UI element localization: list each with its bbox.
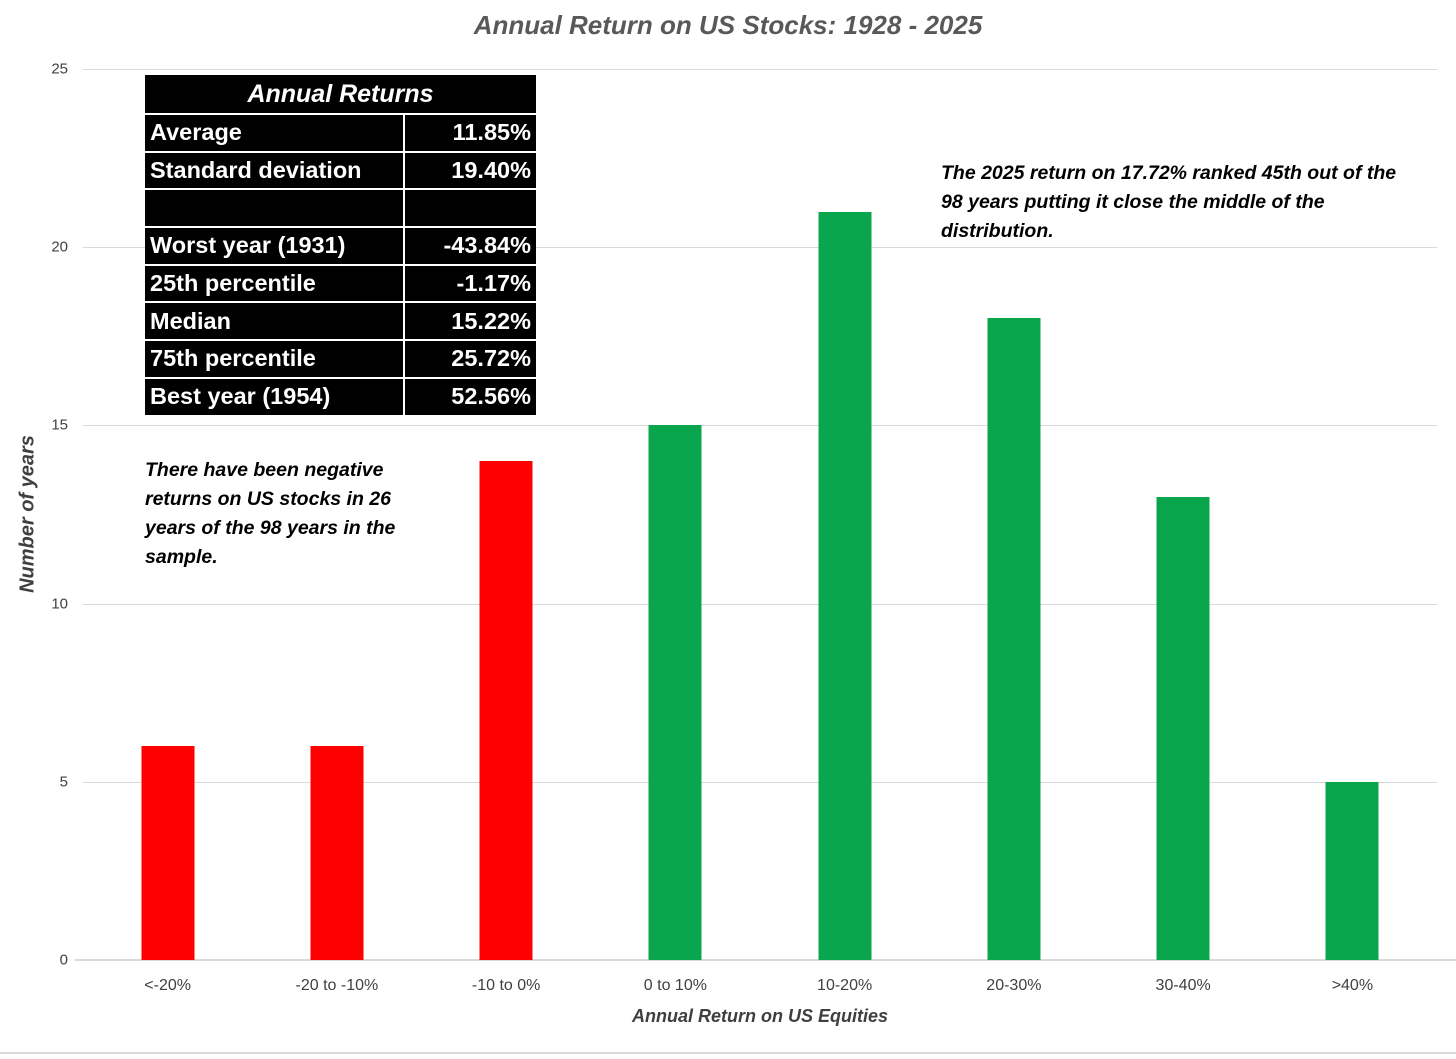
y-tick-label: 5 [59,773,68,791]
gridline [83,781,1437,783]
annotation-negative-years: There have been negative returns on US s… [145,459,396,568]
table-row: Median 15.22% [145,301,536,340]
x-category-label: 10-20% [817,977,873,994]
table-row-value: 19.40% [403,152,536,189]
bar-<-20% [141,746,195,960]
stats-table-rows: Average 11.85% Standard deviation 19.40% Wor… [145,113,536,415]
table-row-label: 25th percentile [150,270,316,297]
x-category-label: 30-40% [1155,977,1211,994]
gridline [83,425,1437,427]
x-axis-line [75,959,1456,961]
x-category-label: -10 to 0% [471,977,541,994]
table-row-value: 52.56% [403,378,536,415]
table-row-label: 75th percentile [150,345,316,372]
table-row-value: 25.72% [403,341,536,377]
table-row-value: -1.17% [403,265,536,302]
bar-10-20% [818,211,872,960]
x-category-label: >40% [1331,977,1374,994]
table-row-label: Median [150,307,231,334]
bar-30-40% [1156,496,1210,960]
bar--20 to -10% [310,746,364,960]
table-row: 75th percentile 25.72% [145,339,536,377]
table-row: 25th percentile -1.17% [145,263,536,302]
y-tick-label: 0 [59,951,68,969]
bottom-divider [0,1052,1456,1054]
x-category-label: <-20% [144,977,191,994]
table-row-label: Standard deviation [150,157,362,184]
y-tick-label: 20 [51,238,68,256]
stats-table-header: Annual Returns [247,80,434,108]
table-row: Standard deviation 19.40% [145,150,536,189]
table-row-value: 15.22% [403,303,536,340]
y-tick-label: 15 [51,416,68,434]
table-row-value [403,190,536,227]
x-category-label: 20-30% [986,977,1042,994]
stats-table: Annual Returns Average 11.85% Standard dev… [145,75,536,415]
plot-area [75,69,1456,961]
table-row [145,188,536,227]
gridline [83,69,1437,70]
table-row: Best year (1954) 52.56% [145,376,536,415]
table-row-value: 11.85% [403,115,536,151]
gridline [83,247,1437,249]
y-axis-title: Number of years [16,435,39,593]
table-row-value: -43.84% [403,228,536,264]
bar--10 to 0% [479,461,533,960]
table-row-label: Worst year (1931) [150,232,346,259]
x-axis-title: Annual Return on US Equities [631,1006,888,1026]
y-tick-label: 10 [51,595,68,613]
table-row: Average 11.85% [145,113,536,151]
x-category-label: -20 to -10% [295,977,379,994]
bar-20-30% [987,318,1041,960]
chart-title: Annual Return on US Stocks: 1928 - 2025 [473,10,983,40]
bar->40% [1325,781,1379,960]
bar-0 to 10% [648,425,702,960]
annotation-2025-return: The 2025 return on 17.72% ranked 45th ou… [941,162,1397,242]
gridline [83,603,1437,605]
y-tick-label: 25 [51,60,68,78]
table-row-label: Average [150,119,242,146]
x-category-label: 0 to 10% [643,977,707,994]
table-row-label: Best year (1954) [150,383,331,410]
table-row: Worst year (1931) -43.84% [145,226,536,264]
